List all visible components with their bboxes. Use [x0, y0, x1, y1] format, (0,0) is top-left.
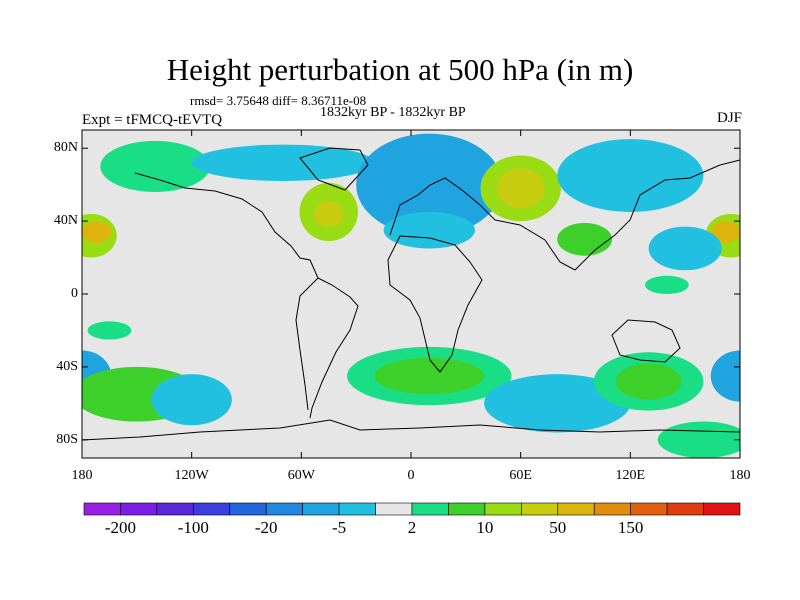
colorbar-label: 50 — [549, 518, 567, 537]
coast-asia — [494, 159, 740, 271]
colorbar-swatch — [411, 502, 449, 516]
x-tick-label: 60E — [509, 468, 532, 483]
colorbar-swatch — [593, 502, 631, 516]
colorbar-label: -20 — [254, 518, 278, 537]
anomaly-region — [557, 139, 704, 212]
anomaly-region — [100, 140, 210, 192]
colorbar-swatch — [557, 502, 595, 516]
colorbar-swatch — [120, 502, 158, 516]
y-tick-label: 80N — [53, 140, 78, 156]
colorbar-swatch — [703, 502, 741, 516]
anomaly-region — [82, 221, 112, 243]
season-label: DJF — [716, 110, 742, 126]
x-tick-label: 120W — [174, 468, 209, 483]
colorbar-swatch — [156, 502, 194, 516]
anomaly-region — [557, 222, 613, 256]
coast-greenland — [299, 147, 369, 191]
colorbar-swatch — [265, 502, 303, 516]
experiment-label: Expt = tFMCQ-tEVTQ — [82, 112, 223, 128]
colorbar-swatch — [448, 502, 486, 516]
anomaly-region — [710, 221, 740, 243]
anomaly-region — [87, 321, 132, 340]
x-tick-label: 180 — [729, 468, 751, 483]
colorbar-swatch — [83, 502, 121, 516]
coast-south-america-west — [295, 277, 319, 411]
coastlines — [82, 147, 740, 441]
anomaly-region — [648, 226, 722, 271]
anomaly-region — [615, 363, 682, 400]
colorbar-swatch — [484, 502, 522, 516]
coast-south-america — [309, 277, 359, 419]
anomaly-region — [151, 374, 232, 426]
colorbar-swatch — [375, 502, 413, 516]
colorbar-label: -5 — [332, 518, 347, 537]
colorbar-label: 10 — [476, 518, 494, 537]
colorbar — [83, 502, 741, 516]
anomaly-region — [484, 374, 631, 433]
coast-australia — [611, 319, 681, 363]
anomaly-region — [314, 201, 344, 227]
colorbar-swatch — [338, 502, 376, 516]
colorbar-label: 2 — [407, 518, 417, 537]
y-tick-label: 0 — [71, 286, 78, 301]
x-tick-label: 180 — [71, 468, 93, 483]
coast-antarctica — [82, 419, 740, 441]
colorbar-swatch — [630, 502, 668, 516]
y-tick-label: 40N — [53, 213, 78, 229]
colorbar-label: -100 — [177, 518, 209, 537]
rmsd-stats: rmsd= 3.75648 diff= 8.36711e-08 — [190, 93, 367, 108]
anomaly-region — [496, 168, 545, 209]
colorbar-label: 150 — [617, 518, 644, 537]
x-tick-label: 0 — [407, 468, 415, 483]
y-tick-label: 80S — [56, 431, 78, 447]
coast-europe — [389, 177, 496, 236]
colorbar-swatch — [229, 502, 267, 516]
anomaly-region — [710, 350, 740, 402]
anomaly-region — [356, 133, 503, 236]
colorbar-swatch — [521, 502, 559, 516]
anomaly-region — [383, 212, 475, 249]
colorbar-label: -200 — [104, 518, 137, 537]
y-tick-label: 40S — [56, 358, 78, 374]
colorbar-swatch — [302, 502, 340, 516]
colorbar-swatch — [666, 502, 704, 516]
axis-ticks — [81, 130, 741, 458]
anomaly-region — [644, 275, 689, 294]
coast-north-america — [134, 172, 319, 279]
colorbar-swatch — [193, 502, 231, 516]
x-tick-label: 120E — [615, 468, 646, 483]
anomaly-region — [374, 357, 485, 395]
contour-fields — [82, 133, 740, 458]
coast-africa — [387, 235, 483, 373]
plot-title: Height perturbation at 500 hPa (in m) — [166, 52, 634, 87]
time-period: 1832kyr BP - 1832kyr BP — [320, 105, 466, 120]
anomaly-region — [191, 144, 375, 182]
x-tick-label: 60W — [287, 468, 315, 483]
